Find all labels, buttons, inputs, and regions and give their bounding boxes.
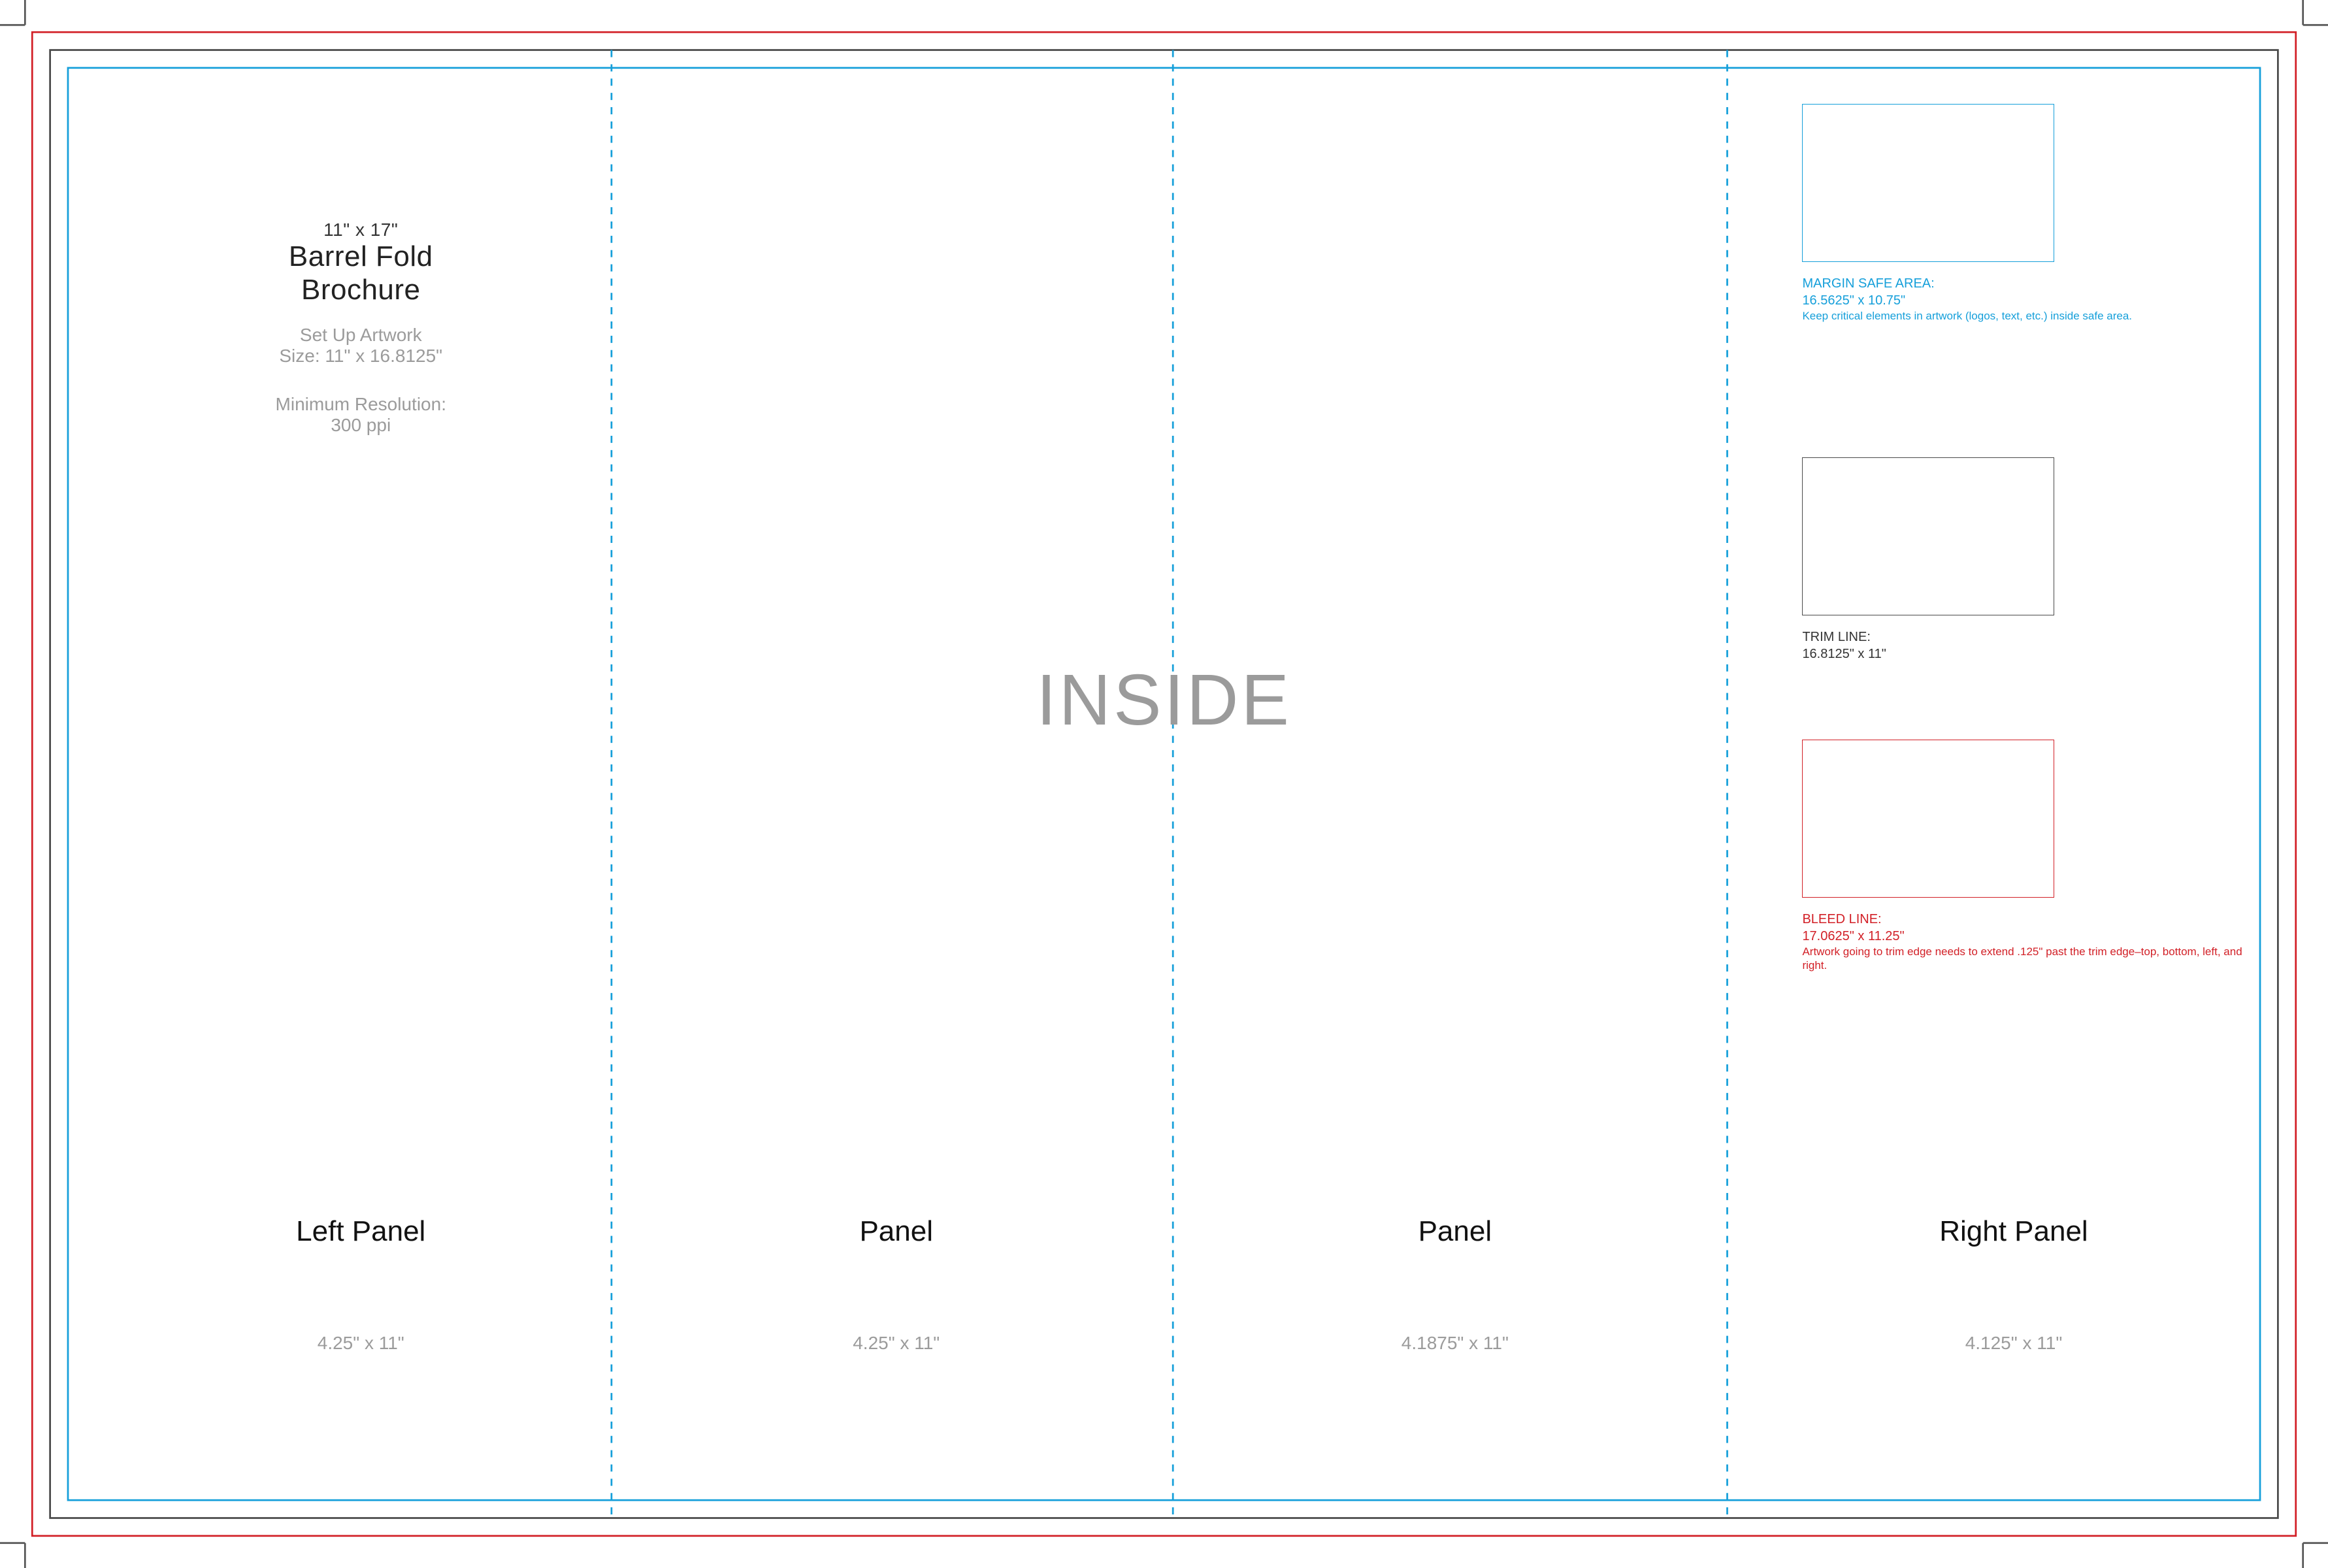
- template-canvas: 11" x 17" Barrel Fold Brochure Set Up Ar…: [0, 0, 2328, 1568]
- panel-0-size: 4.25" x 11": [105, 1333, 617, 1354]
- setup-line1: Set Up Artwork: [105, 325, 617, 346]
- res-line2: 300 ppi: [105, 415, 617, 436]
- legend-trim-text: TRIM LINE: 16.8125" x 11": [1802, 629, 2249, 662]
- panel-2-size: 4.1875" x 11": [1211, 1333, 1699, 1354]
- panel-1-size: 4.25" x 11": [652, 1333, 1141, 1354]
- inside-watermark: INSIDE: [698, 659, 1630, 742]
- legend-safe-box: [1802, 104, 2054, 263]
- legend-safe-body: Keep critical elements in artwork (logos…: [1802, 309, 2249, 323]
- title-line1: Barrel Fold: [105, 240, 617, 274]
- legend-trim-dim: 16.8125" x 11": [1802, 645, 2249, 662]
- legend-bleed-title: BLEED LINE:: [1802, 911, 2249, 928]
- panel-1-name: Panel: [652, 1215, 1141, 1248]
- header-block: 11" x 17" Barrel Fold Brochure Set Up Ar…: [105, 220, 617, 436]
- res-line1: Minimum Resolution:: [105, 394, 617, 415]
- panel-3-size: 4.125" x 11": [1769, 1333, 2258, 1354]
- template-inner: 11" x 17" Barrel Fold Brochure Set Up Ar…: [0, 0, 2328, 1568]
- page-dim: 11" x 17": [105, 220, 617, 240]
- legend-safe-text: MARGIN SAFE AREA: 16.5625" x 10.75" Keep…: [1802, 275, 2249, 323]
- legend-bleed-body: Artwork going to trim edge needs to exte…: [1802, 945, 2249, 973]
- legend-trim-box: [1802, 457, 2054, 616]
- panel-2-name: Panel: [1211, 1215, 1699, 1248]
- legend-trim-title: TRIM LINE:: [1802, 629, 2249, 645]
- title-line2: Brochure: [105, 274, 617, 307]
- legend-safe-title: MARGIN SAFE AREA:: [1802, 275, 2249, 292]
- legend-bleed-box: [1802, 740, 2054, 898]
- legend-safe-dim: 16.5625" x 10.75": [1802, 292, 2249, 309]
- legend-bleed-dim: 17.0625" x 11.25": [1802, 928, 2249, 945]
- panel-0-name: Left Panel: [105, 1215, 617, 1248]
- legend-bleed-text: BLEED LINE: 17.0625" x 11.25" Artwork go…: [1802, 911, 2249, 973]
- setup-line2: Size: 11" x 16.8125": [105, 346, 617, 367]
- panel-3-name: Right Panel: [1769, 1215, 2258, 1248]
